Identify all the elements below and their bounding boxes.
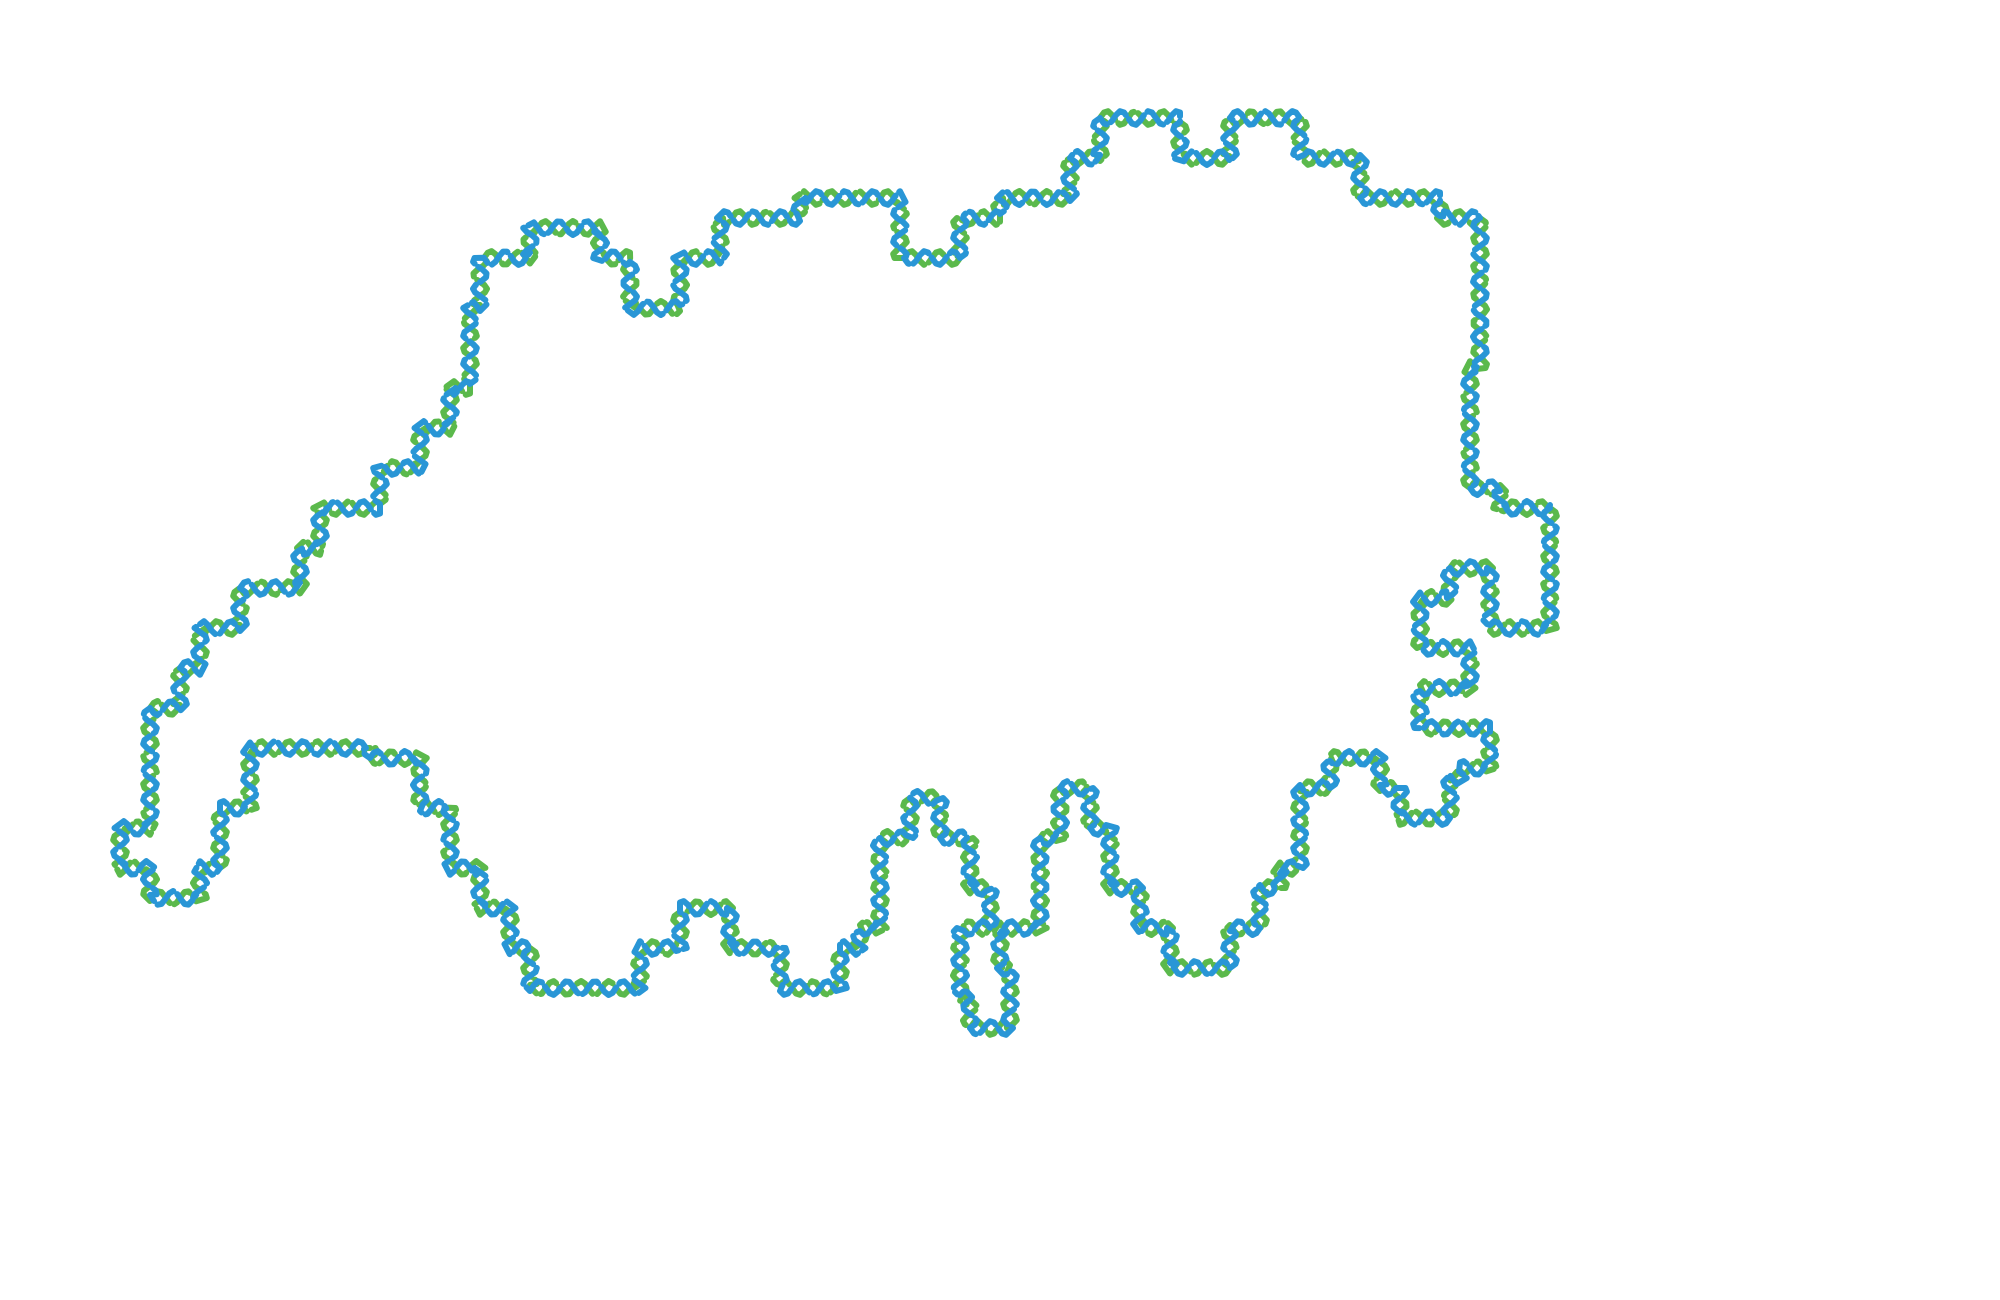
green-strand — [110, 108, 1560, 1038]
green-chain-strand — [110, 108, 1560, 1038]
blue-chain-strand — [110, 108, 1560, 1038]
blue-strand — [110, 108, 1560, 1038]
